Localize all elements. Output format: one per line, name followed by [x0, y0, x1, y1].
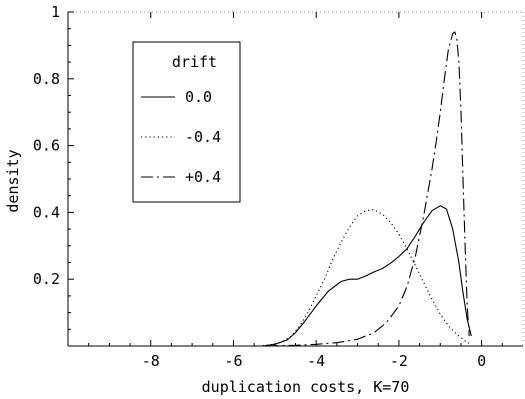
y-tick-label: 0.4	[33, 203, 60, 221]
legend-title: drift	[172, 53, 217, 71]
x-tick-label: -6	[224, 352, 242, 370]
series-line-solid	[262, 205, 472, 347]
y-tick-label: 0.6	[33, 137, 60, 155]
y-tick-label: 0.2	[33, 270, 60, 288]
legend-label: -0.4	[185, 128, 221, 146]
series-group	[258, 31, 472, 347]
series-line-dashdot	[266, 31, 470, 347]
x-tick-label: -2	[390, 352, 408, 370]
x-tick-label: 0	[477, 352, 486, 370]
x-tick-label: -4	[307, 352, 325, 370]
legend: drift 0.0 -0.4 +0.4	[132, 41, 241, 203]
y-tick-label: 1	[51, 3, 60, 21]
legend-label: 0.0	[185, 88, 212, 106]
x-tick-label: -8	[142, 352, 160, 370]
x-axis-title: duplication costs, K=70	[202, 378, 410, 396]
y-tick-label: 0.8	[33, 70, 60, 88]
legend-box	[132, 41, 241, 203]
series-line-dotted	[258, 209, 470, 347]
y-axis-title: density	[4, 149, 22, 212]
legend-label: +0.4	[185, 168, 221, 186]
axis-ticks-group: -8 -6 -4 -2 0 0.2 0.4 0.6 0.8 1	[33, 3, 503, 370]
